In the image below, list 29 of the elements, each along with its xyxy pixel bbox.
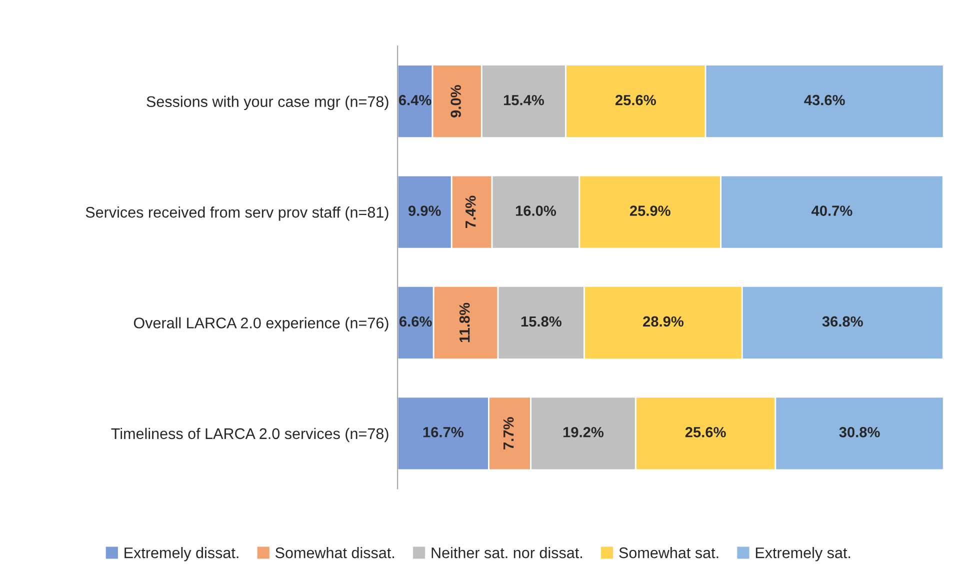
data-label: 40.7% — [812, 206, 852, 216]
legend-label: Extremely sat. — [756, 547, 850, 562]
data-label: 15.8% — [521, 316, 562, 327]
data-label: 30.8% — [839, 426, 880, 438]
data-label: 9.0% — [450, 85, 462, 118]
data-label: 11.8% — [459, 302, 470, 342]
data-label: 16.0% — [516, 206, 556, 216]
data-label: 25.9% — [630, 206, 670, 216]
data-label: 36.8% — [822, 316, 863, 327]
legend-label: Extremely dissat. — [124, 547, 238, 562]
data-label: 6.4% — [398, 94, 432, 106]
data-label: 16.7% — [423, 426, 464, 438]
y-tick-label: Timeliness of LARCA 2.0 services (n=78) — [111, 428, 388, 442]
legend-label: Neither sat. nor dissat. — [432, 547, 582, 558]
y-tick-label: Sessions with your case mgr (n=78) — [146, 96, 388, 110]
data-label: 43.6% — [804, 94, 845, 106]
data-label: 7.4% — [465, 196, 476, 228]
y-tick-label: Overall LARCA 2.0 experience (n=76) — [134, 317, 388, 332]
y-tick-label: Services received from serv prov staff (n=81) — [86, 206, 388, 221]
legend-label: Somewhat dissat. — [275, 547, 394, 558]
data-label: 9.9% — [408, 206, 441, 216]
data-label: 6.6% — [400, 316, 432, 327]
data-label: 25.6% — [615, 94, 656, 106]
data-label: 19.2% — [563, 426, 604, 438]
data-label: 15.4% — [504, 94, 544, 106]
legend-label: Somewhat sat. — [619, 547, 718, 558]
data-label: 28.9% — [643, 316, 684, 327]
data-label: 25.6% — [685, 426, 726, 438]
data-label: 7.7% — [503, 417, 514, 450]
